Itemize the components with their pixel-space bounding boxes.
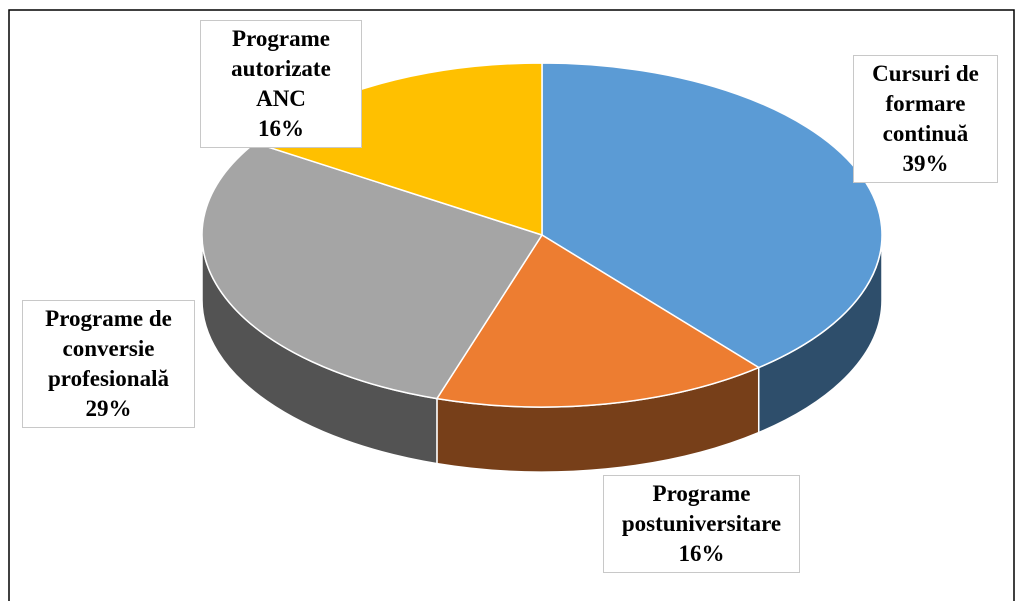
value-label: 16% (678, 541, 725, 566)
value-label: 29% (85, 396, 132, 421)
category-label: Programe autorizate ANC (231, 26, 331, 111)
frame (8, 9, 1015, 601)
data-label: Cursuri de formare continuă 39% (853, 55, 998, 183)
value-label: 39% (902, 151, 949, 176)
data-label: Programe autorizate ANC 16% (200, 20, 362, 148)
category-label: Programe postuniversitare (621, 481, 782, 536)
data-label: Programe postuniversitare 16% (603, 475, 800, 573)
data-label: Programe de conversie profesională 29% (22, 300, 195, 428)
value-label: 16% (258, 116, 304, 141)
pie-slice (435, 233, 761, 408)
category-label: Programe de conversie profesională (45, 306, 172, 391)
pie-slice (201, 142, 544, 400)
category-label: Cursuri de formare continuă (872, 61, 979, 146)
